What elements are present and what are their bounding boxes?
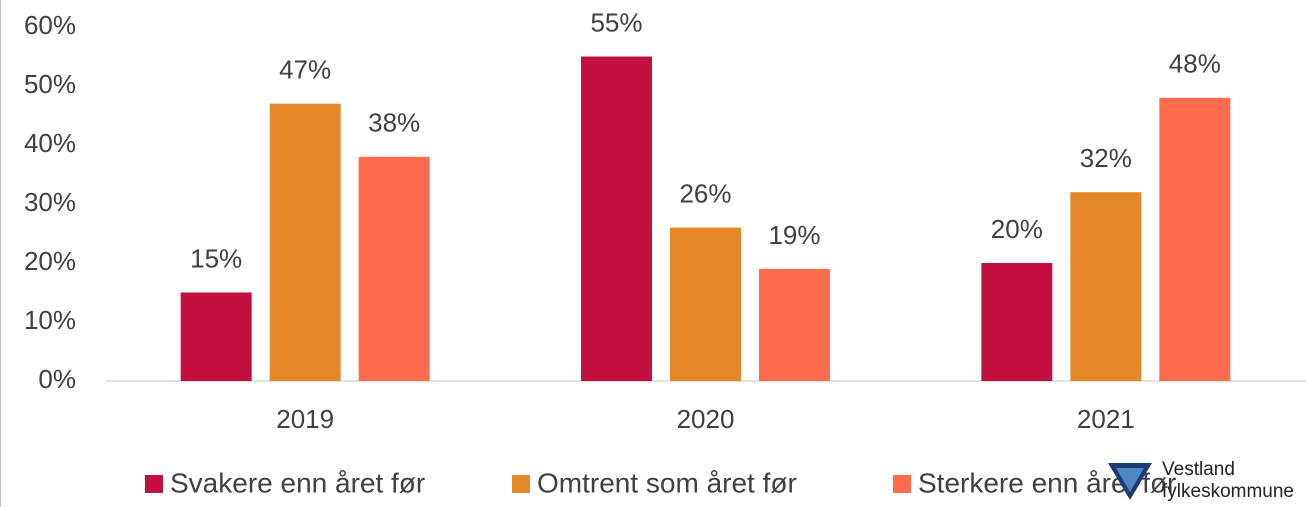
y-tick-label: 40% (24, 128, 76, 158)
data-label: 26% (679, 178, 731, 208)
legend-label: Omtrent som året før (537, 467, 797, 498)
bar (180, 292, 252, 381)
x-tick-label: 2021 (1077, 404, 1135, 434)
data-label: 47% (279, 55, 331, 85)
y-tick-label: 50% (24, 69, 76, 99)
logo-text: fylkeskommune (1162, 481, 1294, 502)
legend-label: Svakere enn året før (170, 467, 425, 498)
y-tick-label: 0% (38, 364, 76, 394)
x-tick-label: 2019 (276, 404, 334, 434)
bar (1070, 192, 1142, 381)
data-label: 48% (1169, 49, 1221, 79)
legend-swatch (145, 475, 163, 493)
y-tick-label: 20% (24, 246, 76, 276)
legend-swatch (893, 475, 911, 493)
bar (581, 56, 652, 381)
data-label: 38% (368, 108, 420, 138)
bar (670, 227, 741, 381)
data-label: 15% (190, 243, 242, 273)
data-label: 55% (590, 7, 642, 37)
bar (269, 103, 341, 381)
data-label: 32% (1080, 143, 1132, 173)
data-label: 19% (768, 220, 820, 250)
data-label: 20% (991, 214, 1043, 244)
y-tick-label: 10% (24, 305, 76, 335)
y-tick-label: 30% (24, 187, 76, 217)
bar (358, 156, 430, 381)
legend-swatch (512, 475, 530, 493)
logo-icon-inner (1116, 468, 1144, 492)
bar (1159, 97, 1231, 382)
x-tick-label: 2020 (677, 404, 735, 434)
bar (759, 268, 830, 381)
bar (981, 263, 1053, 381)
y-tick-label: 60% (24, 10, 76, 40)
logo-text: Vestland (1162, 459, 1235, 480)
